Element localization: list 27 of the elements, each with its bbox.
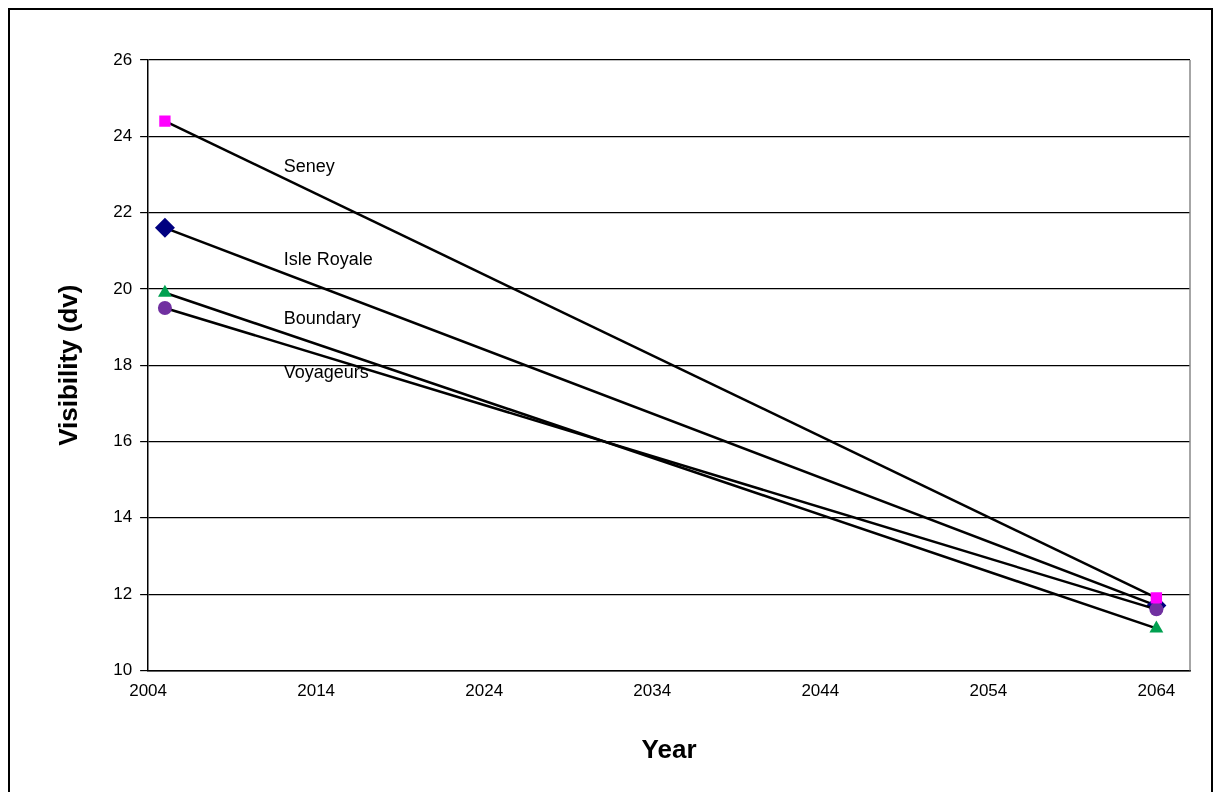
x-tick-label: 2004 (129, 681, 168, 701)
series-label: Voyageurs (283, 362, 369, 383)
y-tick-label: 22 (113, 202, 133, 222)
y-tick-label: 14 (113, 507, 133, 527)
y-tick-label: 12 (113, 583, 133, 603)
y-tick-label: 10 (113, 660, 133, 680)
x-axis-title: Year (641, 733, 697, 764)
x-tick-label: 2054 (969, 681, 1008, 701)
point (157, 300, 172, 315)
point (154, 217, 175, 238)
y-axis-title: Visibility (dv) (52, 284, 83, 446)
x-tick-label: 2034 (633, 681, 672, 701)
x-tick-label: 2014 (297, 681, 336, 701)
x-tick-label: 2024 (465, 681, 504, 701)
y-tick-label: 18 (113, 354, 133, 374)
y-tick-label: 20 (113, 278, 133, 298)
x-tick-label: 2044 (801, 681, 840, 701)
y-tick-label: 16 (113, 431, 133, 451)
point (1150, 592, 1163, 604)
series-label: Isle Royale (283, 248, 373, 269)
x-tick-label: 2064 (1137, 681, 1176, 701)
y-tick-label: 24 (113, 125, 133, 145)
series-label: Seney (283, 155, 335, 176)
point (159, 115, 171, 127)
point (1149, 602, 1164, 617)
series-label: Boundary (283, 307, 361, 328)
y-tick-label: 26 (113, 49, 133, 69)
